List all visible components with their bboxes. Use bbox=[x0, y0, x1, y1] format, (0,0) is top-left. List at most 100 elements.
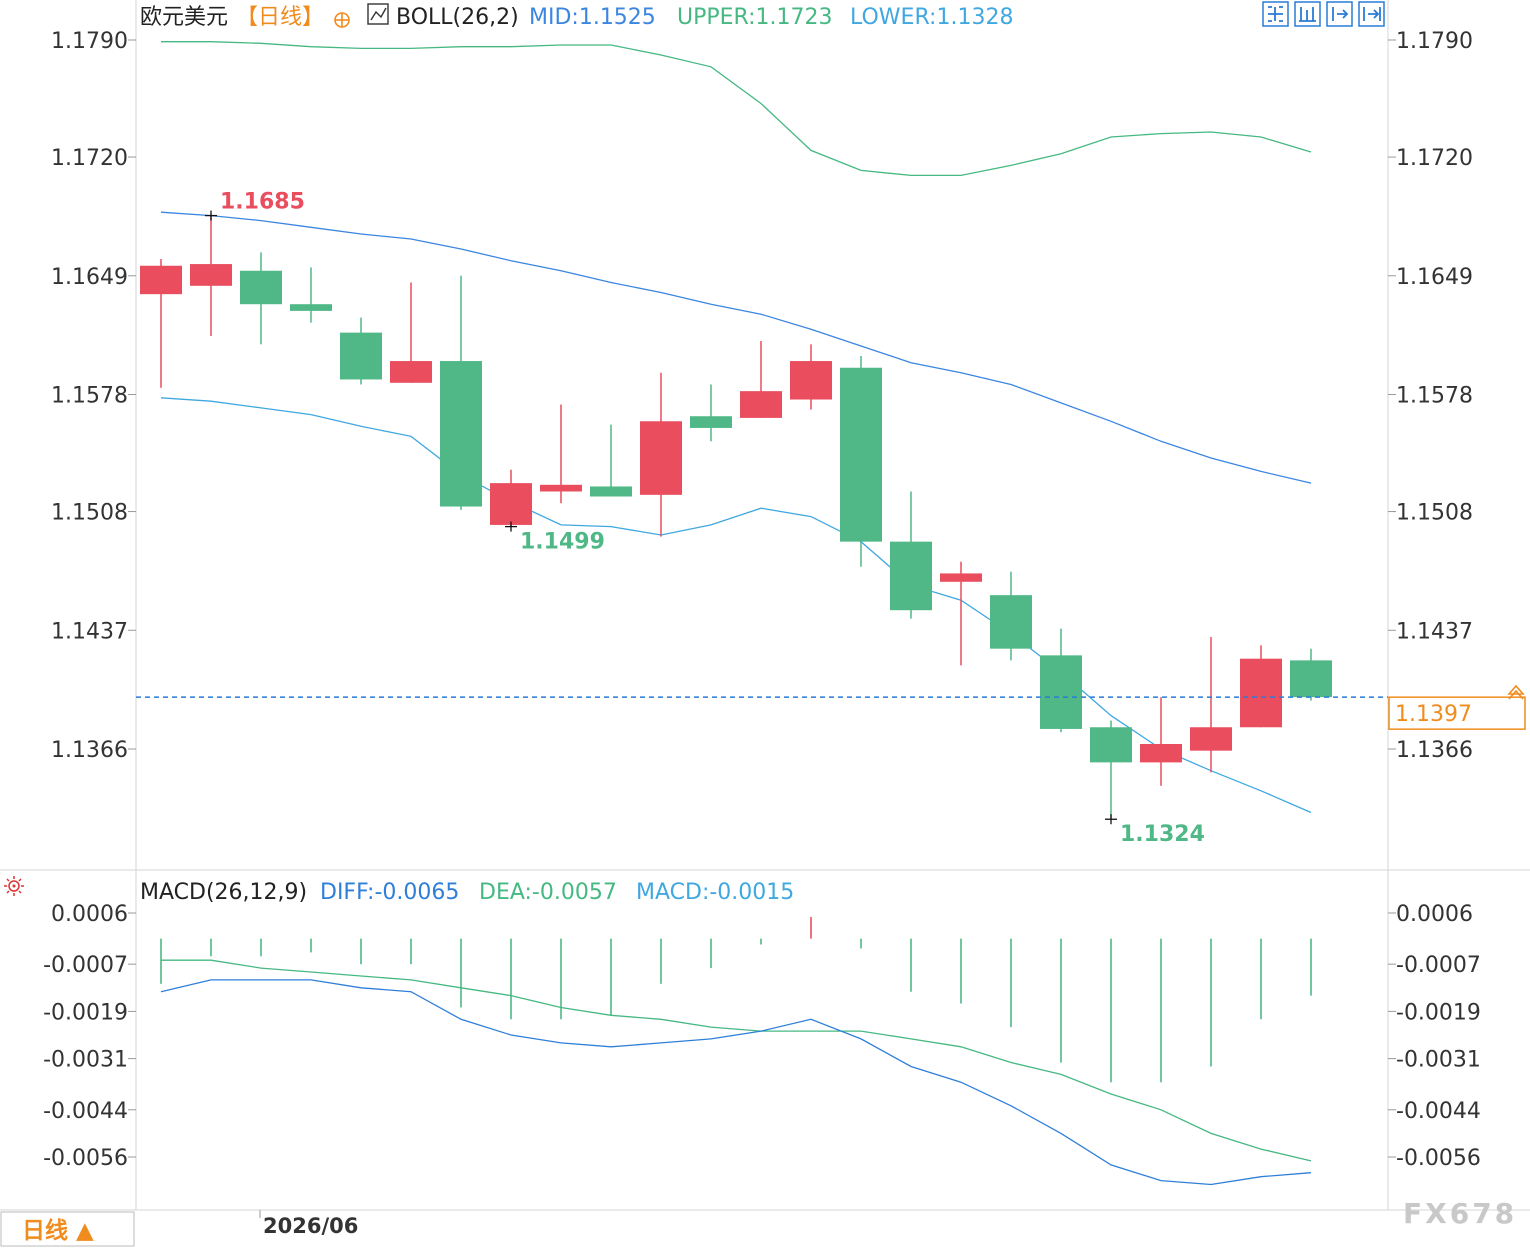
macd-y-axis: 0.0006 0.0006 -0.0007 -0.0007 -0.0019 -0.0019… bbox=[43, 902, 1481, 1171]
candle-body bbox=[440, 361, 482, 507]
annotation-label: 1.1324 bbox=[1120, 822, 1205, 847]
price-annotations: 1.1685 1.1499 1.1324 bbox=[205, 190, 1205, 847]
candle-body bbox=[1090, 727, 1132, 763]
candle bbox=[1090, 720, 1132, 820]
zoom-fit-icon[interactable] bbox=[1262, 1, 1289, 27]
boll-upper-value: UPPER:1.1723 bbox=[677, 5, 833, 30]
candle bbox=[290, 267, 332, 323]
candle-body bbox=[1040, 655, 1082, 729]
candle-body bbox=[290, 304, 332, 311]
candle-body bbox=[390, 361, 432, 383]
candle-body bbox=[1140, 743, 1182, 763]
macd-legend: MACD(26,12,9) DIFF:-0.0065 DEA:-0.0057 M… bbox=[140, 880, 794, 905]
current-price-value: 1.1397 bbox=[1395, 702, 1472, 727]
period-tag: 【日线】 bbox=[236, 5, 324, 30]
macd-tick-label-right: -0.0056 bbox=[1396, 1146, 1481, 1171]
candle bbox=[590, 424, 632, 497]
annotation-label: 1.1685 bbox=[220, 190, 305, 215]
y-tick-label-right: 1.1508 bbox=[1396, 501, 1473, 526]
candle bbox=[740, 340, 782, 418]
boll-mid-line bbox=[160, 211, 1312, 484]
macd-settings-icon[interactable] bbox=[4, 876, 24, 896]
period-button[interactable]: 日线 ▲ bbox=[0, 1211, 135, 1247]
scroll-latest-icon[interactable] bbox=[1358, 1, 1385, 27]
main-legend: 欧元美元 【日线】 BOLL(26,2) MID:1.1525 UPPER:1.… bbox=[140, 3, 1013, 30]
boll-mid-value: MID:1.1525 bbox=[529, 5, 656, 30]
y-tick-label-right: 1.1720 bbox=[1396, 146, 1473, 171]
candle bbox=[690, 384, 732, 442]
candle-body bbox=[590, 486, 632, 497]
macd-tick-label-right: -0.0019 bbox=[1396, 1000, 1481, 1025]
diff-line bbox=[160, 979, 1312, 1186]
candle bbox=[990, 571, 1032, 661]
candles bbox=[140, 215, 1332, 820]
add-indicator-icon[interactable] bbox=[334, 12, 350, 28]
boll-indicator-name: BOLL(26,2) bbox=[396, 5, 519, 30]
candle bbox=[390, 282, 432, 383]
y-tick-label-right: 1.1649 bbox=[1396, 265, 1473, 290]
macd-tick-label-right: -0.0007 bbox=[1396, 953, 1481, 978]
y-tick-label-right: 1.1578 bbox=[1396, 384, 1473, 409]
price-arrow-icon[interactable] bbox=[1507, 684, 1525, 700]
candle-body bbox=[740, 391, 782, 418]
candle-body bbox=[340, 332, 382, 380]
macd-tick-label-left: -0.0056 bbox=[43, 1146, 128, 1171]
candle bbox=[190, 215, 232, 336]
boll-lower-line bbox=[160, 397, 1312, 814]
candle-body bbox=[490, 483, 532, 525]
scroll-right-icon[interactable] bbox=[1326, 1, 1353, 27]
candle bbox=[940, 561, 982, 666]
macd-indicator-name: MACD(26,12,9) bbox=[140, 880, 307, 905]
candle-body bbox=[940, 573, 982, 582]
candle-body bbox=[690, 416, 732, 428]
dea-line bbox=[161, 959, 1312, 1162]
bar-width-icon[interactable] bbox=[1294, 1, 1321, 27]
y-tick-label-left: 1.1790 bbox=[51, 29, 128, 54]
candle bbox=[640, 372, 682, 537]
candle-body bbox=[890, 541, 932, 611]
macd-tick-label-left: -0.0044 bbox=[43, 1099, 128, 1124]
candle bbox=[840, 356, 882, 567]
candle bbox=[140, 259, 182, 388]
candle-body bbox=[1190, 727, 1232, 751]
x-date-label: 2026/06 bbox=[263, 1214, 358, 1238]
macd-tick-label-left: -0.0019 bbox=[43, 1000, 128, 1025]
macd-tick-label-left: 0.0006 bbox=[51, 902, 128, 927]
y-tick-label-left: 1.1720 bbox=[51, 146, 128, 171]
candle-body bbox=[240, 270, 282, 305]
macd-value: MACD:-0.0015 bbox=[636, 880, 794, 905]
candle bbox=[340, 317, 382, 385]
macd-tick-label-right: -0.0031 bbox=[1396, 1048, 1481, 1073]
candle-body bbox=[190, 264, 232, 286]
candle bbox=[1140, 697, 1182, 786]
macd-tick-label-right: 0.0006 bbox=[1396, 902, 1473, 927]
y-tick-label-right: 1.1790 bbox=[1396, 29, 1473, 54]
dea-value: DEA:-0.0057 bbox=[479, 880, 617, 905]
main-y-axis: 1.1790 1.1790 1.1720 1.1720 1.1649 1.1649 1.15… bbox=[51, 29, 1473, 763]
macd-tick-label-right: -0.0044 bbox=[1396, 1099, 1481, 1124]
y-tick-label-right: 1.1366 bbox=[1396, 738, 1473, 763]
candle-body bbox=[1290, 660, 1332, 698]
candle bbox=[890, 491, 932, 619]
current-price-tag: 1.1397 bbox=[1388, 696, 1526, 730]
candle bbox=[440, 275, 482, 510]
period-button-label: 日线 ▲ bbox=[22, 1217, 94, 1244]
y-tick-label-right: 1.1437 bbox=[1396, 619, 1473, 644]
boll-lower-value: LOWER:1.1328 bbox=[850, 5, 1013, 30]
candle bbox=[1240, 645, 1282, 728]
candle-body bbox=[1240, 658, 1282, 728]
candle-body bbox=[840, 367, 882, 542]
diff-value: DIFF:-0.0065 bbox=[320, 880, 459, 905]
y-tick-label-left: 1.1578 bbox=[51, 384, 128, 409]
candle bbox=[790, 344, 832, 410]
watermark: FX678 bbox=[1403, 1197, 1517, 1230]
candle-body bbox=[790, 361, 832, 400]
candle-body bbox=[990, 595, 1032, 649]
indicator-chart-icon[interactable] bbox=[367, 3, 389, 25]
y-tick-label-left: 1.1437 bbox=[51, 619, 128, 644]
macd-tick-label-left: -0.0007 bbox=[43, 953, 128, 978]
y-tick-label-left: 1.1649 bbox=[51, 265, 128, 290]
candle bbox=[490, 469, 532, 527]
y-tick-label-left: 1.1508 bbox=[51, 501, 128, 526]
